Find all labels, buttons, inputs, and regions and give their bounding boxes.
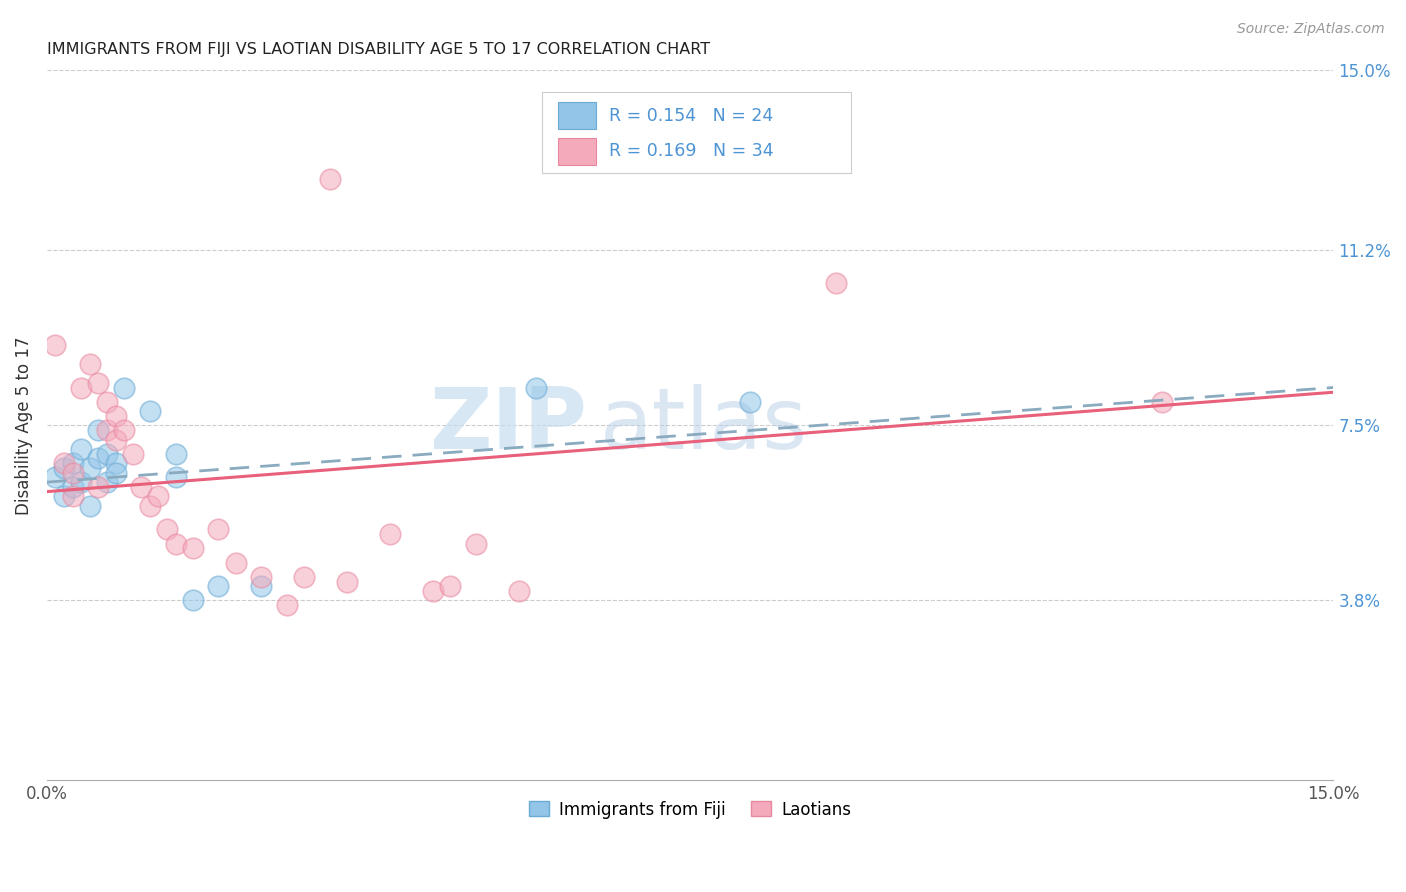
Point [112, 380, 135, 394]
FancyBboxPatch shape [558, 103, 596, 129]
Point [181, 593, 204, 607]
Point [104, 409, 127, 423]
Y-axis label: Disability Age 5 to 17: Disability Age 5 to 17 [15, 336, 32, 515]
Point [148, 489, 170, 503]
Point [96, 447, 118, 461]
Point [207, 523, 229, 537]
Point [319, 172, 342, 186]
Point [156, 523, 179, 537]
Point [79, 357, 101, 371]
Point [165, 537, 187, 551]
Text: IMMIGRANTS FROM FIJI VS LAOTIAN DISABILITY AGE 5 TO 17 CORRELATION CHART: IMMIGRANTS FROM FIJI VS LAOTIAN DISABILI… [46, 42, 710, 57]
Point [378, 527, 401, 541]
Point [1150, 394, 1173, 409]
Point [96, 423, 118, 437]
Point [53, 456, 76, 470]
Text: R = 0.154   N = 24: R = 0.154 N = 24 [609, 107, 773, 125]
Text: Source: ZipAtlas.com: Source: ZipAtlas.com [1237, 22, 1385, 37]
Point [104, 433, 127, 447]
Point [87, 480, 110, 494]
Point [336, 574, 359, 589]
Point [464, 537, 486, 551]
Point [104, 456, 127, 470]
Point [87, 376, 110, 390]
Point [292, 570, 315, 584]
Point [181, 541, 204, 556]
Legend: Immigrants from Fiji, Laotians: Immigrants from Fiji, Laotians [523, 794, 858, 825]
Point [70, 442, 93, 456]
Point [439, 579, 461, 593]
Point [87, 451, 110, 466]
Point [70, 475, 93, 490]
Point [250, 570, 273, 584]
Point [207, 579, 229, 593]
Point [524, 380, 547, 394]
Point [139, 499, 162, 513]
Text: ZIP: ZIP [429, 384, 588, 467]
Point [165, 470, 187, 484]
Text: atlas: atlas [600, 384, 808, 467]
Point [165, 447, 187, 461]
Point [70, 380, 93, 394]
FancyBboxPatch shape [558, 138, 596, 165]
Point [53, 461, 76, 475]
Point [422, 584, 444, 599]
Point [104, 466, 127, 480]
Point [79, 461, 101, 475]
Point [250, 579, 273, 593]
FancyBboxPatch shape [543, 92, 851, 173]
Point [112, 423, 135, 437]
Point [87, 423, 110, 437]
Point [62, 456, 84, 470]
Point [44, 470, 66, 484]
Point [79, 499, 101, 513]
Point [276, 598, 298, 612]
Point [139, 404, 162, 418]
Point [225, 556, 247, 570]
Point [121, 447, 143, 461]
Point [62, 480, 84, 494]
Text: R = 0.169   N = 34: R = 0.169 N = 34 [609, 143, 773, 161]
Point [825, 277, 848, 291]
Point [44, 338, 66, 352]
Point [508, 584, 530, 599]
Point [62, 489, 84, 503]
Point [129, 480, 152, 494]
Point [96, 475, 118, 490]
Point [53, 489, 76, 503]
Point [96, 394, 118, 409]
Point [62, 466, 84, 480]
Point [740, 394, 762, 409]
